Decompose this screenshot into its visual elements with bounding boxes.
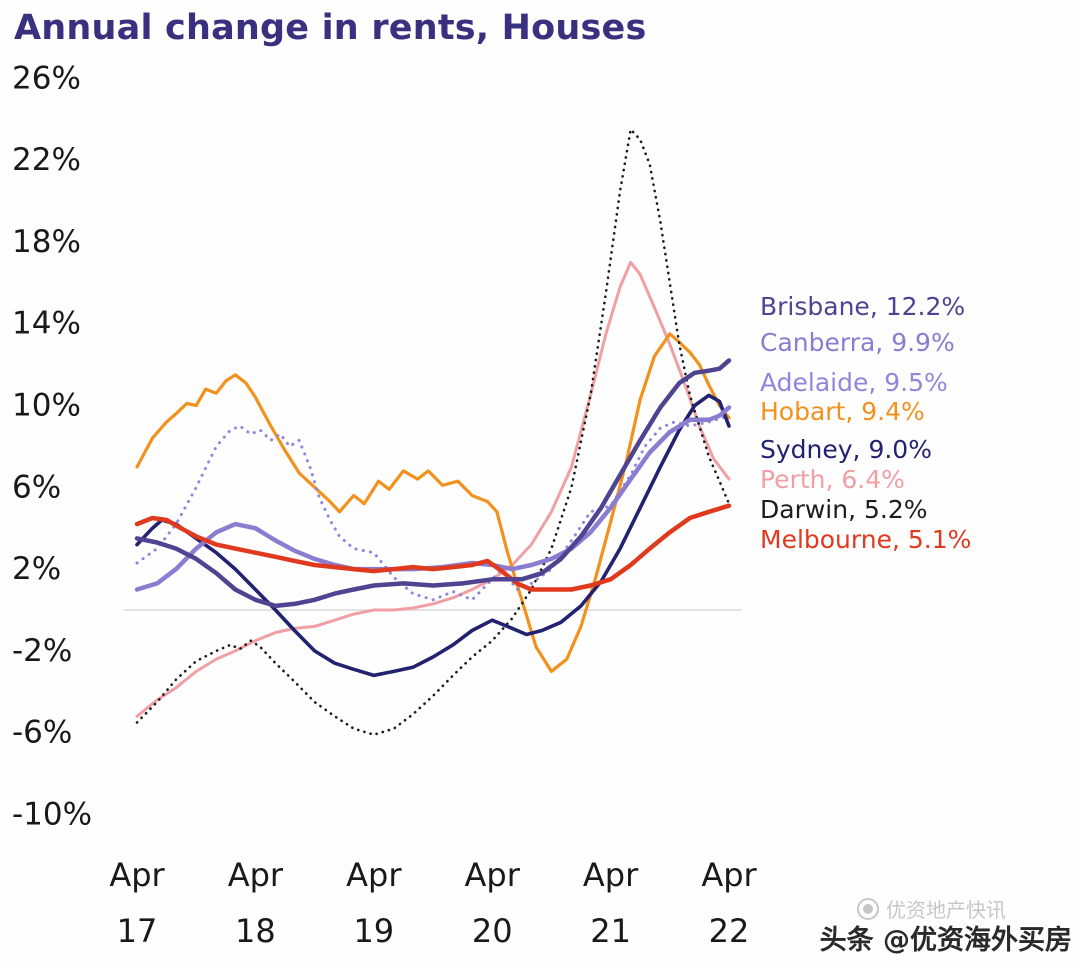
series-line-brisbane: [134, 358, 732, 609]
x-axis-label-month: Apr: [346, 856, 402, 894]
legend-melbourne: Melbourne, 5.1%: [760, 525, 972, 554]
y-axis-label: 6%: [12, 469, 61, 505]
legend-sydney: Sydney, 9.0%: [760, 435, 932, 464]
legend-adelaide: Adelaide, 9.5%: [760, 368, 948, 397]
series-line-melbourne: [134, 503, 732, 592]
x-axis-label-year: 22: [709, 912, 750, 950]
watermark-camera-icon: [857, 897, 879, 920]
y-axis-label: -10%: [12, 797, 92, 833]
x-axis-label-year: 17: [117, 912, 158, 950]
y-axis-label: -6%: [12, 715, 72, 751]
y-axis-label: 10%: [12, 388, 81, 424]
x-axis-label-year: 18: [235, 912, 276, 950]
y-axis-label: 18%: [12, 224, 81, 260]
watermark-secondary: 优资地产快讯: [857, 894, 1006, 923]
x-axis-label-month: Apr: [465, 856, 521, 894]
y-axis-label: -2%: [12, 633, 72, 669]
legend-darwin: Darwin, 5.2%: [760, 495, 928, 524]
legend-brisbane: Brisbane, 12.2%: [760, 292, 966, 321]
y-axis-label: 26%: [12, 60, 81, 96]
x-axis-label-year: 19: [353, 912, 394, 950]
chart-title: Annual change in rents, Houses: [14, 8, 647, 48]
series-line-sydney: [135, 393, 731, 678]
x-axis-label-month: Apr: [701, 856, 757, 894]
series-line-perth: [135, 260, 731, 718]
legend-hobart: Hobart, 9.4%: [760, 397, 925, 426]
x-axis-label-year: 20: [472, 912, 513, 950]
legend-perth: Perth, 6.4%: [760, 465, 905, 494]
series-line-hobart: [135, 332, 731, 673]
watermark-secondary-text: 优资地产快讯: [886, 898, 1006, 922]
legend-canberra: Canberra, 9.9%: [760, 328, 955, 357]
y-axis-label: 14%: [12, 306, 81, 342]
x-axis-label-year: 21: [590, 912, 631, 950]
x-axis-label-month: Apr: [228, 856, 284, 894]
y-axis-label: 22%: [12, 142, 81, 178]
series-line-darwin: [135, 128, 731, 736]
x-axis-label-month: Apr: [109, 856, 165, 894]
y-axis-label: 2%: [12, 551, 61, 587]
watermark-main-text: 头条 @优资海外买房: [819, 925, 1072, 956]
x-axis-label-month: Apr: [583, 856, 639, 894]
